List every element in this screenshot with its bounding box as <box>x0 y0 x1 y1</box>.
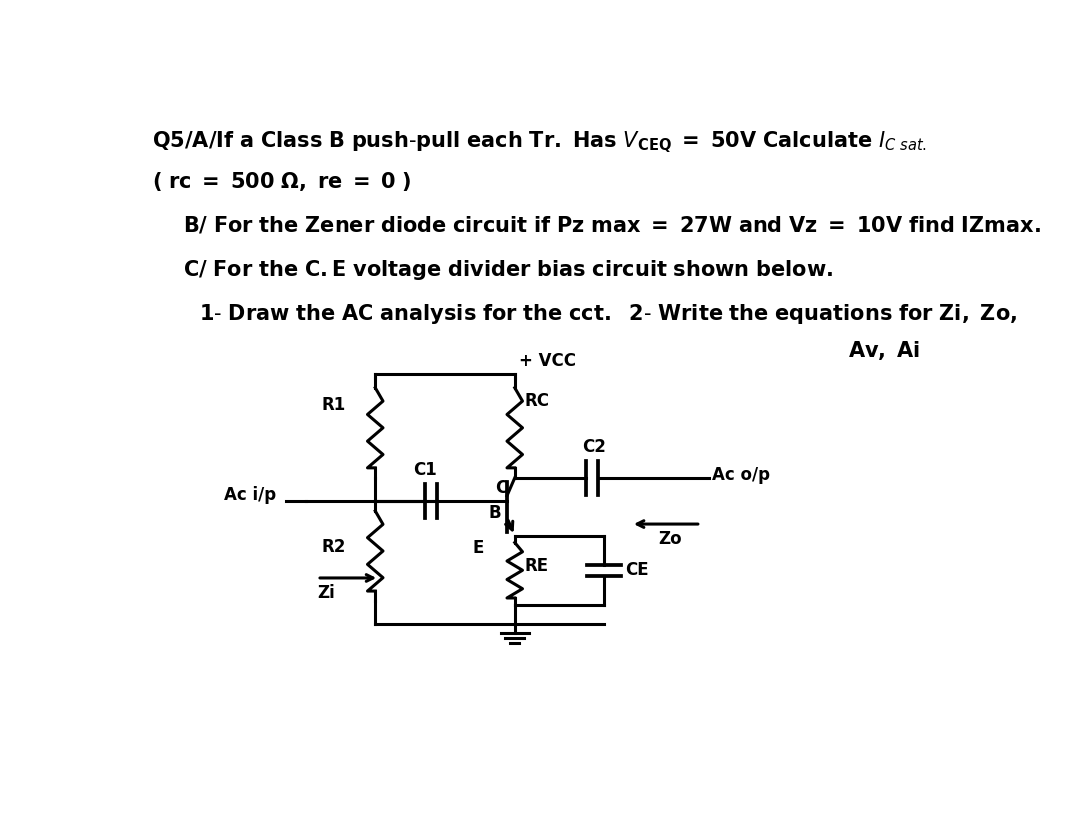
Text: $\bf{Av,\ Ai}$: $\bf{Av,\ Ai}$ <box>848 339 920 362</box>
Text: + VCC: + VCC <box>518 352 576 370</box>
Text: RC: RC <box>524 392 549 410</box>
Text: $\bf{Q5/ A/ If\ a\ Class\ B\ push\text{-}pull\ each\ Tr.\ Has\ }$$\bf{\it{V}}$$\: $\bf{Q5/ A/ If\ a\ Class\ B\ push\text{-… <box>152 130 927 155</box>
Text: C: C <box>495 479 507 498</box>
Text: $\bf{1\text{-}\ Draw\ the\ AC\ analysis\ for\ the\ cct.\ \ 2\text{-}\ Write\ the: $\bf{1\text{-}\ Draw\ the\ AC\ analysis\… <box>199 303 1016 326</box>
Text: R2: R2 <box>322 538 346 556</box>
Text: Zo: Zo <box>658 530 681 548</box>
Text: Zi: Zi <box>318 584 335 603</box>
Text: B: B <box>488 504 501 522</box>
Text: R1: R1 <box>322 396 346 414</box>
Text: Ac o/p: Ac o/p <box>713 466 770 484</box>
Text: $\bf{B/\ For\ the\ Zener\ diode\ circuit\ if\ Pz\ max\ =\ 27W\ and\ Vz\ =\ 10V\ : $\bf{B/\ For\ the\ Zener\ diode\ circuit… <box>183 215 1041 235</box>
Text: RE: RE <box>524 557 549 576</box>
Text: Ac i/p: Ac i/p <box>225 486 276 504</box>
Text: CE: CE <box>625 561 649 579</box>
Text: C1: C1 <box>413 462 436 479</box>
Text: $\bf{C/\ For\ the\ C.E\ voltage\ divider\ bias\ circuit\ shown\ below.}$: $\bf{C/\ For\ the\ C.E\ voltage\ divider… <box>183 258 833 282</box>
Text: C2: C2 <box>582 438 606 457</box>
Text: E: E <box>472 540 484 557</box>
Text: $\bf{(\ rc\ =\ 500\ \Omega,\ re\ =\ 0\ )}$: $\bf{(\ rc\ =\ 500\ \Omega,\ re\ =\ 0\ )… <box>152 170 411 193</box>
